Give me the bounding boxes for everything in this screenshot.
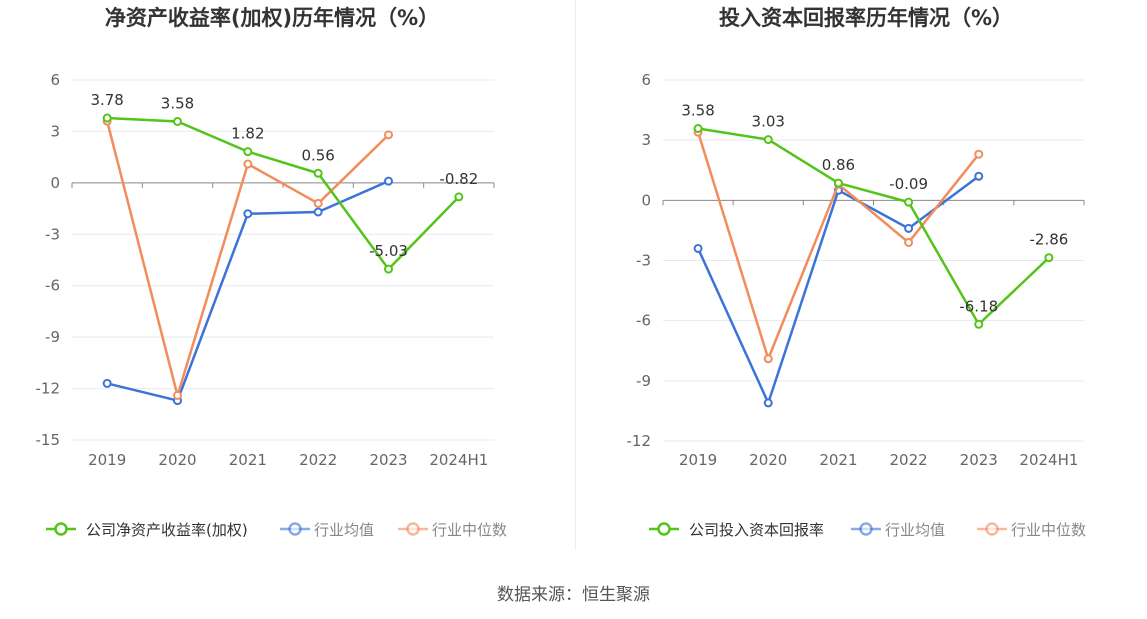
data-point — [693, 243, 703, 253]
data-point — [974, 319, 984, 329]
legend-marker — [985, 522, 999, 536]
y-tick-label: -9 — [45, 328, 60, 346]
roe-chart-panel: 净资产收益率(加权)历年情况（%） 6 3 0 -3 -6 -9 -12 -15 2019 2020… — [0, 0, 575, 560]
data-point — [313, 207, 323, 217]
y-tick-label: 3 — [641, 131, 651, 149]
data-source: 数据来源：恒生聚源 — [497, 585, 650, 605]
data-label: -6.18 — [959, 297, 998, 315]
x-tick-label: 2019 — [88, 451, 126, 469]
data-point — [904, 197, 914, 207]
y-tick-label: -12 — [627, 432, 652, 450]
data-point — [384, 264, 393, 274]
y-tick-label: -9 — [636, 372, 651, 390]
x-tick-label: 2021 — [229, 451, 267, 469]
legend-marker — [406, 522, 420, 536]
y-tick-label: -12 — [36, 380, 61, 398]
data-label: 0.86 — [822, 156, 855, 174]
data-label: 3.58 — [161, 94, 194, 112]
legend-marker — [288, 522, 302, 536]
data-point — [313, 168, 323, 178]
data-label: 1.82 — [231, 125, 264, 143]
data-point — [243, 209, 253, 219]
x-tick-label: 2020 — [749, 451, 787, 469]
data-point — [833, 178, 843, 188]
y-tick-label: -6 — [45, 277, 60, 295]
x-tick-label: 2022 — [889, 451, 927, 469]
data-point — [173, 116, 182, 126]
data-label: 3.58 — [681, 102, 714, 120]
data-point — [102, 378, 112, 388]
data-point — [974, 149, 984, 159]
chart-title: 投入资本回报率历年情况（%） — [719, 6, 1013, 30]
x-tick-label: 2023 — [960, 451, 998, 469]
x-tick-label: 2020 — [158, 451, 196, 469]
data-label: 0.56 — [301, 146, 334, 164]
data-point — [1044, 253, 1054, 263]
data-point — [904, 237, 914, 247]
legend-marker — [859, 522, 873, 536]
series-line — [107, 116, 460, 271]
data-label: -0.82 — [439, 170, 478, 188]
x-tick-label: 2024H1 — [1019, 451, 1078, 469]
legend-label: 行业均值 — [885, 521, 945, 539]
y-tick-label: -15 — [36, 431, 61, 449]
data-point — [384, 130, 393, 140]
data-point — [384, 176, 393, 186]
data-point — [763, 354, 773, 364]
data-point — [763, 135, 773, 145]
roic-chart-panel: 投入资本回报率历年情况（%） 6 3 0 -3 -6 -9 -12 2019 2020 2021 20… — [577, 0, 1147, 560]
data-label: 3.03 — [752, 113, 785, 131]
y-tick-label: 3 — [50, 122, 60, 140]
legend-marker — [657, 522, 671, 536]
data-label: -5.03 — [369, 242, 408, 260]
data-point — [904, 223, 914, 233]
data-point — [173, 390, 182, 400]
y-tick-label: 6 — [641, 71, 651, 89]
legend-label: 行业中位数 — [1011, 521, 1086, 539]
data-point — [243, 147, 253, 157]
data-point — [313, 198, 323, 208]
data-point — [974, 171, 984, 181]
legend-marker — [54, 522, 68, 536]
y-tick-label: 0 — [641, 191, 651, 209]
data-point — [454, 192, 464, 202]
y-tick-label: -6 — [636, 312, 651, 330]
roe-line-chart: 净资产收益率(加权)历年情况（%） 6 3 0 -3 -6 -9 -12 -15 2019 2020… — [36, 6, 508, 539]
data-label: -2.86 — [1030, 231, 1069, 249]
x-tick-label: 2024H1 — [429, 451, 488, 469]
x-tick-label: 2022 — [299, 451, 337, 469]
data-point — [102, 113, 112, 123]
series-line — [697, 127, 1050, 326]
chart-title: 净资产收益率(加权)历年情况（%） — [105, 6, 439, 30]
x-tick-label: 2021 — [819, 451, 857, 469]
y-tick-label: -3 — [45, 225, 60, 243]
legend-label: 行业均值 — [314, 521, 374, 539]
y-tick-label: -3 — [636, 252, 651, 270]
legend-label: 公司投入资本回报率 — [689, 521, 824, 539]
data-label: 3.78 — [90, 91, 123, 109]
y-tick-label: 6 — [50, 71, 60, 89]
legend-label: 行业中位数 — [432, 521, 507, 539]
x-tick-label: 2019 — [679, 451, 717, 469]
legend-label: 公司净资产收益率(加权) — [86, 521, 248, 539]
data-point — [693, 124, 703, 134]
data-point — [763, 398, 773, 408]
data-point — [243, 159, 253, 169]
series-line — [696, 175, 980, 405]
y-tick-label: 0 — [50, 174, 60, 192]
roic-line-chart: 投入资本回报率历年情况（%） 6 3 0 -3 -6 -9 -12 2019 2020 2021 20… — [627, 6, 1087, 539]
data-label: -0.09 — [889, 175, 928, 193]
x-tick-label: 2023 — [369, 451, 407, 469]
panel-divider — [575, 0, 576, 550]
